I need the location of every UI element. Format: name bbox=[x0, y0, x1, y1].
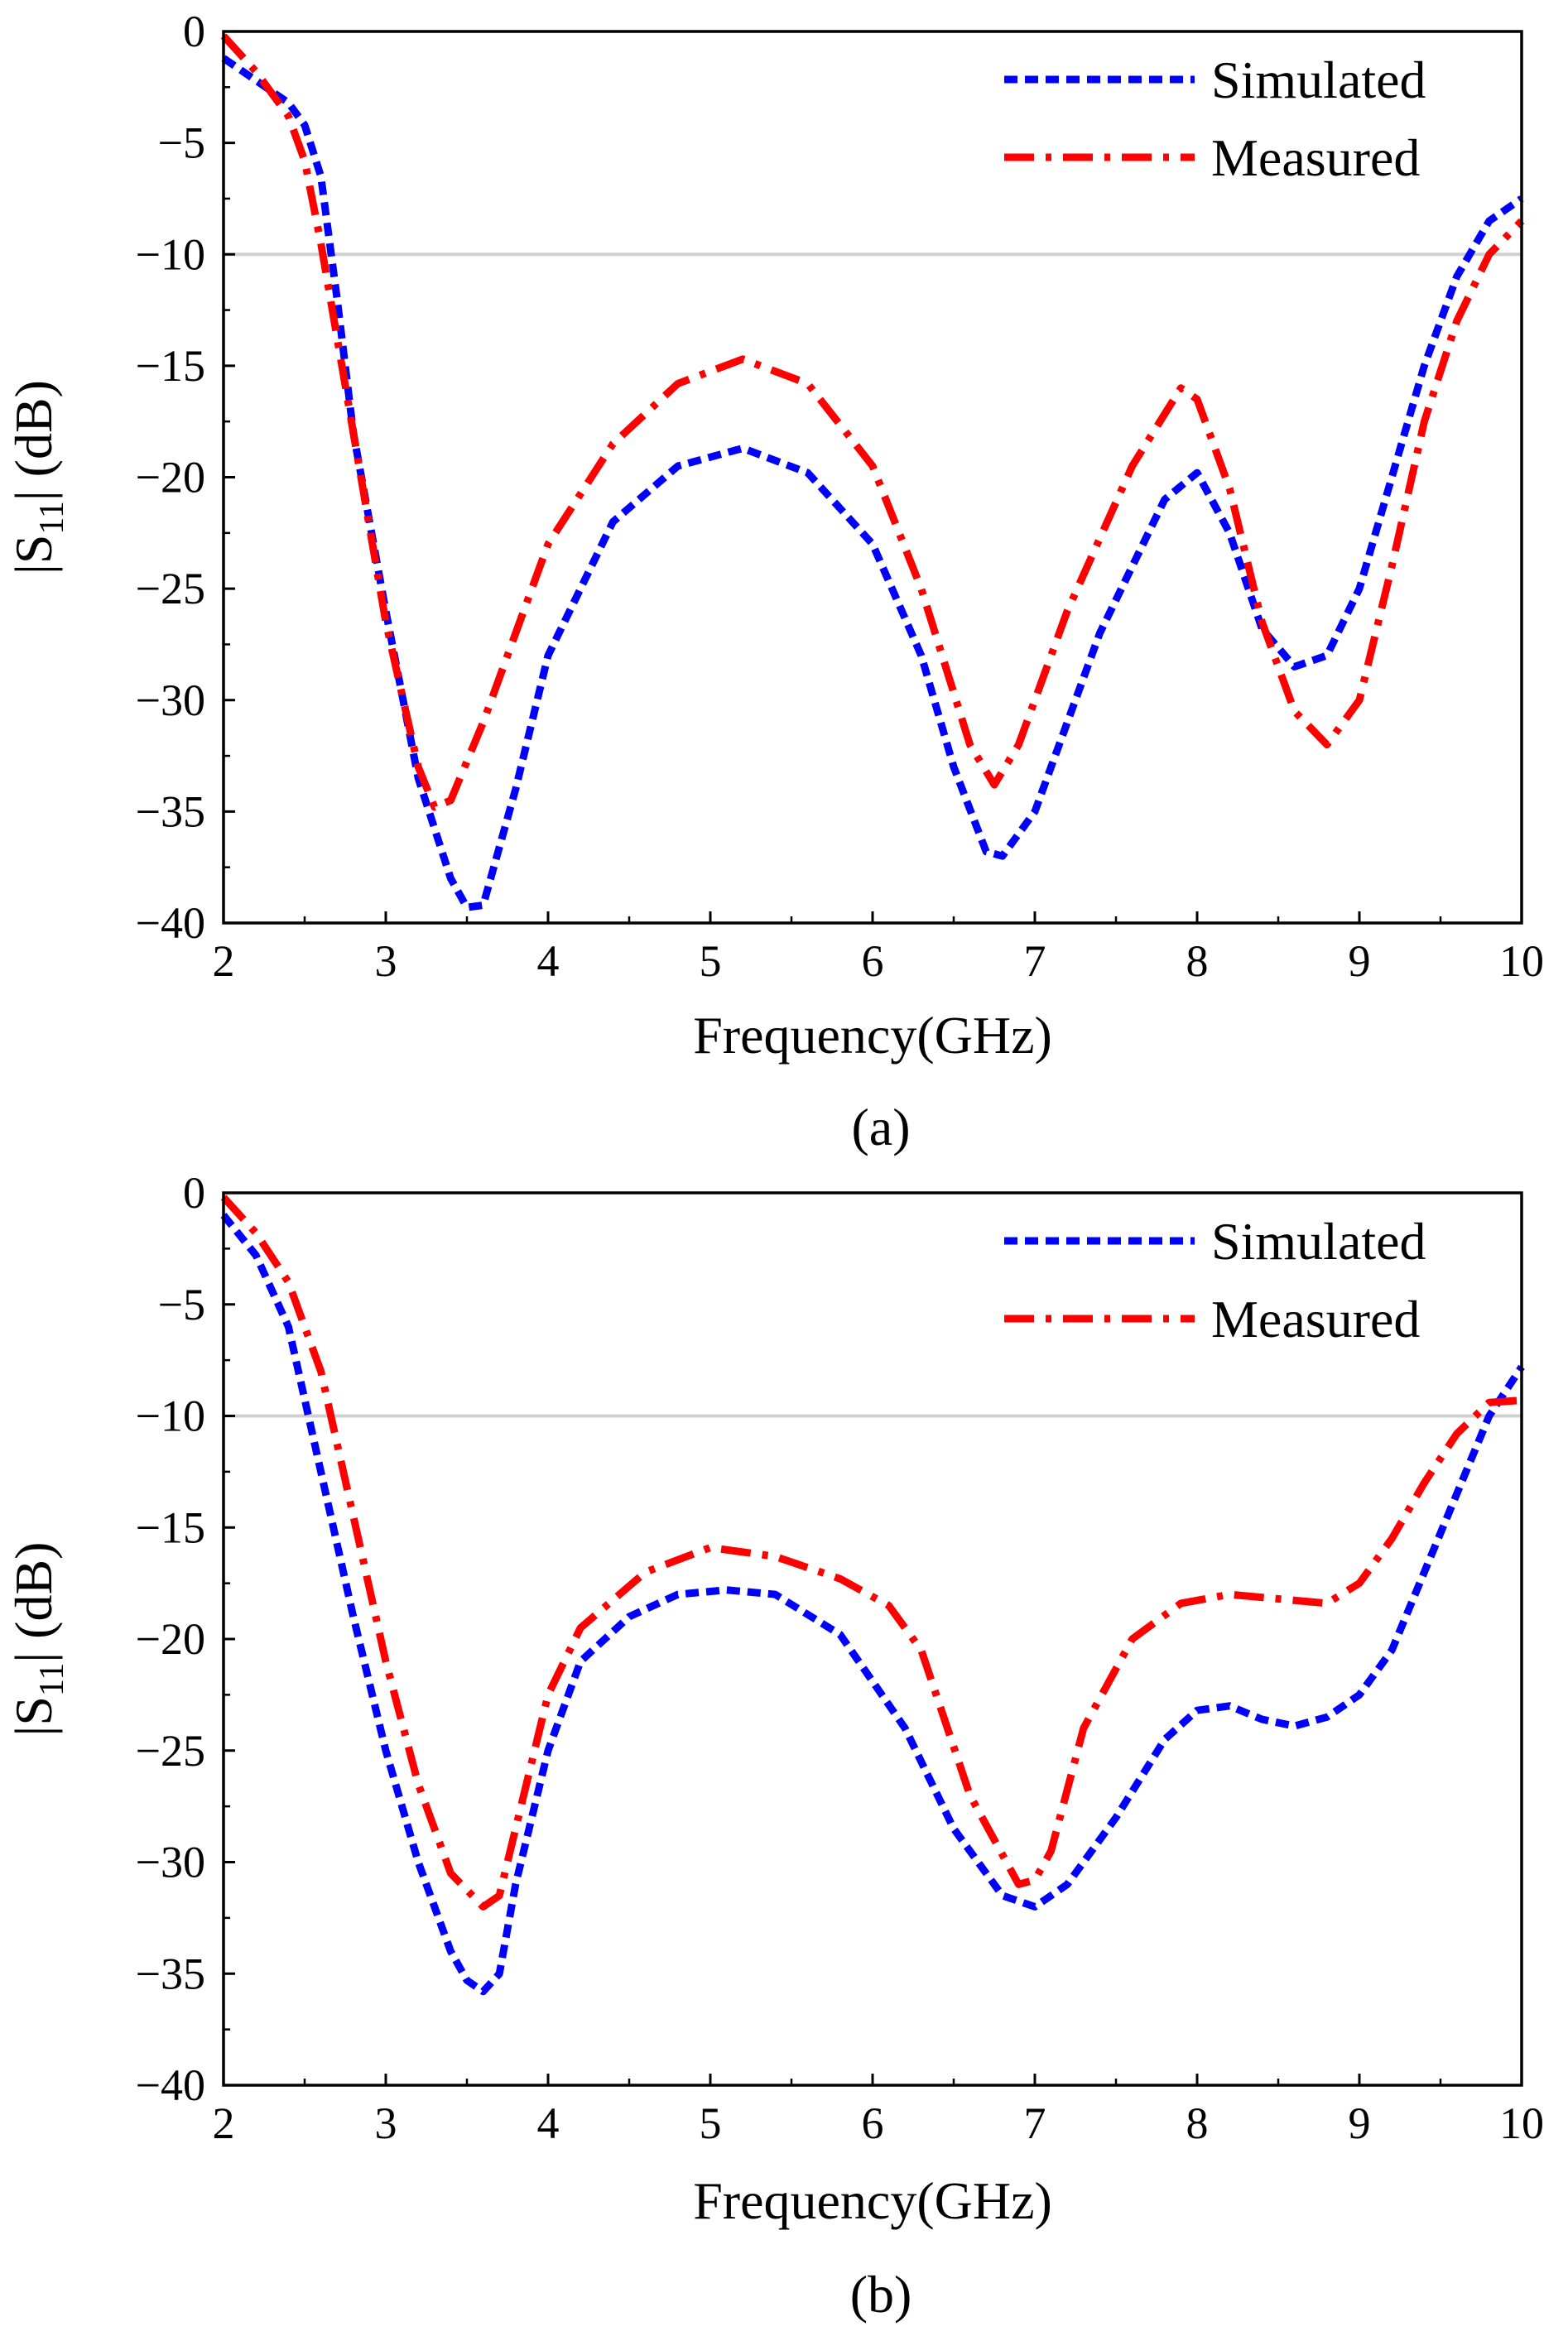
x-tick-label: 7 bbox=[1024, 2098, 1046, 2148]
series-simulated-line bbox=[220, 1213, 1525, 1996]
legend-label-simulated: Simulated bbox=[1211, 1212, 1426, 1271]
y-tick-label: −35 bbox=[136, 1949, 205, 1998]
legend: Simulated Measured bbox=[1004, 1212, 1426, 1348]
y-tick-label: −20 bbox=[136, 453, 205, 502]
y-tick-label: −5 bbox=[158, 1280, 205, 1329]
x-tick-label: 5 bbox=[700, 2098, 722, 2148]
y-tick-label: 0 bbox=[183, 1168, 205, 1218]
y-tick-label: −40 bbox=[136, 2060, 205, 2110]
y-tick-label: 0 bbox=[183, 7, 205, 56]
y-tick-label: −10 bbox=[136, 1392, 205, 1441]
x-tick-label: 4 bbox=[537, 2098, 560, 2148]
legend: Simulated Measured bbox=[1004, 50, 1426, 187]
x-tick-label: 9 bbox=[1349, 936, 1371, 986]
x-tick-label: 6 bbox=[862, 936, 884, 986]
y-tick-label: −25 bbox=[136, 1726, 205, 1776]
x-tick-label: 3 bbox=[375, 2098, 397, 2148]
y-axis-title: |S11| (dB) bbox=[4, 380, 71, 574]
x-axis-title: Frequency(GHz) bbox=[693, 2171, 1052, 2230]
y-tick-label: −40 bbox=[136, 898, 205, 948]
legend-label-measured: Measured bbox=[1211, 128, 1420, 187]
y-axis-title-main: |S bbox=[4, 1696, 63, 1736]
x-tick-label: 10 bbox=[1499, 936, 1544, 986]
y-axis-title: |S11| (dB) bbox=[4, 1542, 71, 1737]
y-axis-title-subscript: 11 bbox=[33, 1663, 71, 1696]
chart-panel-b: 2 3 4 5 6 7 8 9 10 0 −5 −10 −15 −20 −25 −30 −35 −40 Freque… bbox=[4, 1168, 1544, 2324]
legend-label-measured: Measured bbox=[1211, 1290, 1420, 1348]
x-tick-label: 3 bbox=[375, 936, 397, 986]
legend-label-simulated: Simulated bbox=[1211, 50, 1426, 109]
x-tick-label: 9 bbox=[1349, 2098, 1371, 2148]
x-tick-label: 2 bbox=[213, 2098, 235, 2148]
x-tick-label: 7 bbox=[1024, 936, 1046, 986]
y-tick-label: −30 bbox=[136, 675, 205, 725]
y-tick-label: −5 bbox=[158, 118, 205, 168]
panel-caption: (b) bbox=[850, 2265, 912, 2324]
panel-caption: (a) bbox=[851, 1098, 910, 1156]
y-axis-title-tail: | (dB) bbox=[4, 1542, 63, 1663]
x-tick-label: 6 bbox=[862, 2098, 884, 2148]
y-tick-label: −15 bbox=[136, 341, 205, 391]
x-axis-title: Frequency(GHz) bbox=[693, 1006, 1052, 1065]
y-axis-title-main: |S bbox=[4, 535, 63, 574]
x-tick-label: 8 bbox=[1186, 2098, 1209, 2148]
x-tick-label: 4 bbox=[537, 936, 560, 986]
x-tick-label: 10 bbox=[1499, 2098, 1544, 2148]
y-tick-label: −20 bbox=[136, 1614, 205, 1664]
y-tick-label: −15 bbox=[136, 1502, 205, 1552]
chart-panel-a: 2 3 4 5 6 7 8 9 10 0 −5 −10 −15 −20 −25 −30 −35 −40 Freque… bbox=[4, 7, 1544, 1156]
y-axis-title-tail: | (dB) bbox=[4, 380, 63, 501]
y-tick-label: −30 bbox=[136, 1838, 205, 1887]
y-tick-label: −35 bbox=[136, 786, 205, 836]
x-tick-label: 5 bbox=[700, 936, 722, 986]
y-tick-label: −25 bbox=[136, 564, 205, 613]
y-axis-title-subscript: 11 bbox=[33, 501, 71, 534]
series-measured-line bbox=[220, 1195, 1522, 1911]
x-tick-label: 2 bbox=[213, 936, 235, 986]
x-tick-label: 8 bbox=[1186, 936, 1209, 986]
y-tick-label: −10 bbox=[136, 229, 205, 279]
